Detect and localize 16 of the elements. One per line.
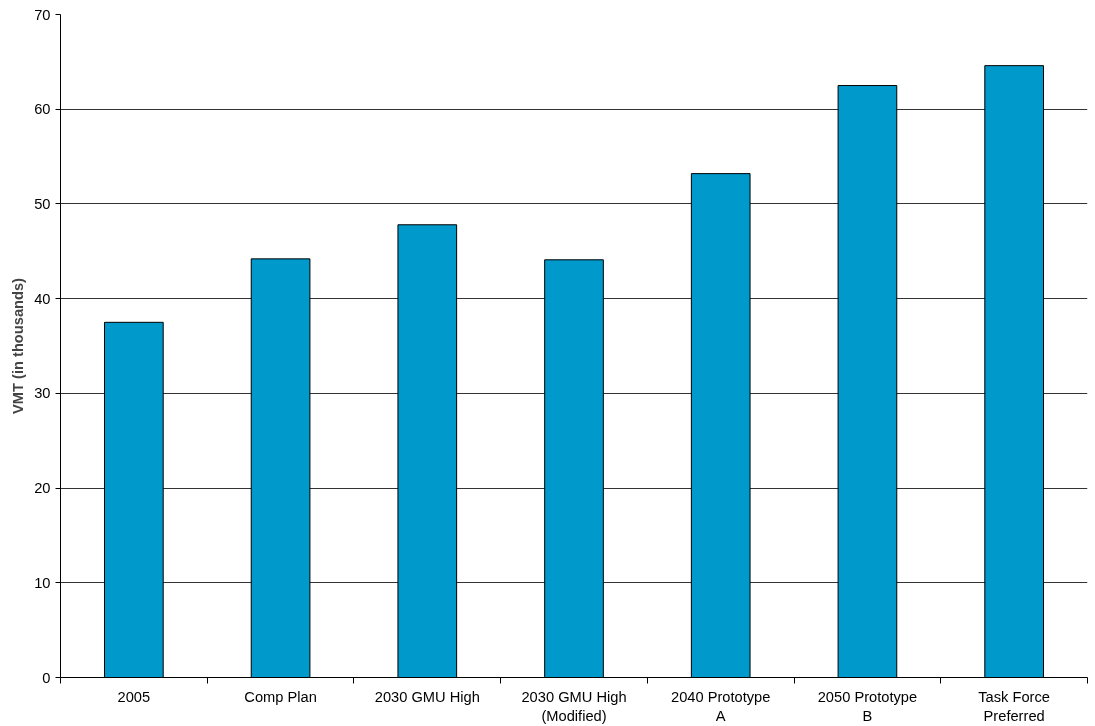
y-tick-label: 40	[34, 290, 51, 307]
y-tick-label: 60	[34, 101, 51, 118]
y-tick-label: 10	[34, 574, 51, 591]
x-tick-label: 2040 Prototype A	[671, 688, 771, 724]
y-tick-label: 70	[34, 6, 51, 23]
x-tick-label: 2030 GMU High (Modified)	[521, 688, 627, 724]
x-tick-label: 2050 Prototype B	[817, 688, 918, 724]
y-tick-label: 30	[34, 385, 51, 402]
y-tick-label: 20	[34, 480, 51, 497]
x-tick-label: Comp Plan	[244, 688, 317, 705]
x-tick-label: 2030 GMU High	[374, 688, 480, 705]
x-tick-label: Task Force Preferred	[978, 688, 1050, 724]
y-axis-title: VMT (in thousands)	[10, 277, 27, 414]
y-tick-label: 0	[42, 669, 51, 686]
y-tick-label: 50	[34, 195, 51, 212]
x-tick-label: 2005	[117, 688, 151, 705]
